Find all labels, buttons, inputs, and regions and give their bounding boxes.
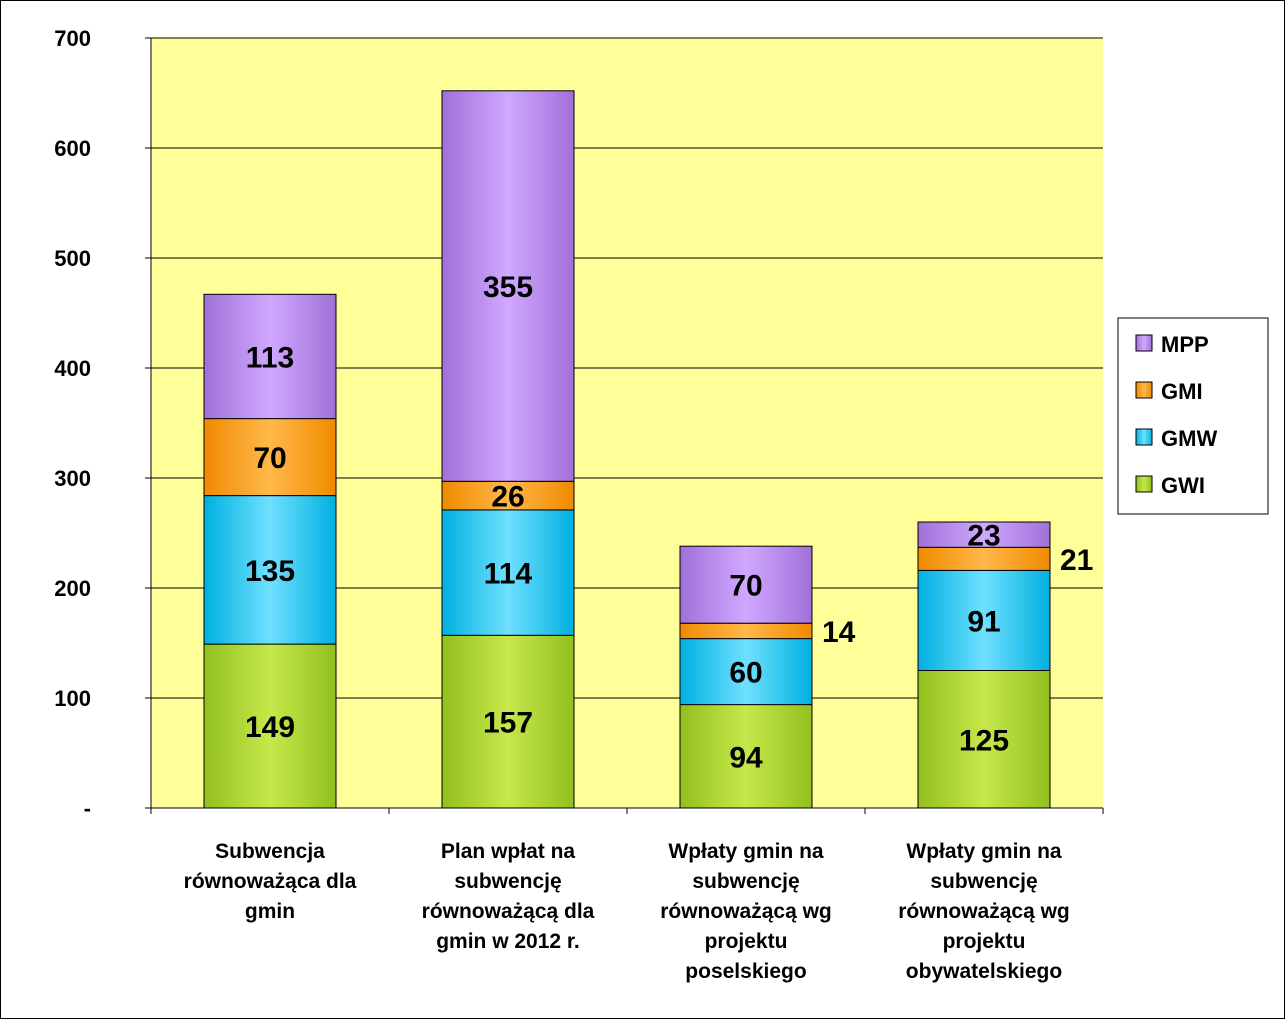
x-tick-label: projektu [943,930,1026,953]
x-tick-labels: Subwencja równoważąca dla gmin Plan wpłat n… [184,840,1070,983]
legend-label-gwi: GWI [1161,473,1205,498]
bars [203,90,1051,809]
data-label: 157 [483,707,533,740]
x-tick-label: Subwencja [215,840,325,863]
bar-segment-mpp [441,90,575,482]
data-label: 23 [967,520,1000,553]
bar-segment-mpp [679,545,813,624]
legend-label-gmw: GMW [1161,426,1217,451]
legend: MPP GMI GMW GWI [1117,317,1269,515]
bar-segment-gmw [917,569,1051,672]
x-tick-label: obywatelskiego [906,960,1062,983]
x-tick-label: subwencję [692,870,799,893]
data-label: 14 [822,616,856,649]
y-tick-label: 600 [54,136,91,161]
bar-segment-gwi [917,670,1051,809]
axes [145,37,1104,814]
y-tick-label: 200 [54,576,91,601]
x-tick-label: poselskiego [685,960,806,983]
data-label: 91 [967,605,1000,638]
bar-segment-gmw [203,495,337,645]
legend-swatch-mpp [1135,334,1153,352]
x-tick-label: subwencję [454,870,561,893]
bar-segment-gmw [441,509,575,636]
data-label: 125 [959,724,1009,757]
legend-swatch-gwi [1135,475,1153,493]
data-label: 60 [729,657,762,690]
bar-segment-mpp [917,521,1051,548]
bar-segment-mpp [203,293,337,420]
x-tick-label: równoważącą dla [422,900,595,923]
legend-swatch-gmi [1135,381,1153,399]
data-label: 113 [246,341,294,374]
y-tick-labels: - 100 200 300 400 500 600 700 [54,26,91,821]
x-tick-label: Wpłaty gmin na [668,840,823,863]
x-tick-label: gmin w 2012 r. [436,930,580,953]
legend-label-mpp: MPP [1161,332,1209,357]
data-label: 70 [729,570,762,603]
data-label: 26 [491,481,524,514]
x-tick-label: równoważącą wg [898,900,1070,923]
data-label: 135 [245,555,295,588]
bar-segment-gmi [679,622,813,640]
x-tick-label: równoważącą wg [660,900,832,923]
legend-swatch-gmw [1135,428,1153,446]
x-tick-label: Wpłaty gmin na [906,840,1061,863]
data-label: 94 [729,741,763,774]
legend-label-gmi: GMI [1161,379,1203,404]
y-tick-label: 400 [54,356,91,381]
y-tick-label: - [84,796,91,821]
y-tick-label: 100 [54,686,91,711]
bar-segment-gmi [203,418,337,497]
y-tick-label: 300 [54,466,91,491]
x-tick-label: Plan wpłat na [441,840,576,863]
y-tick-label: 700 [54,26,91,51]
bar-segment-gwi [441,634,575,809]
x-tick-label: gmin [245,900,295,923]
data-label: 70 [253,442,286,475]
bar-segment-gmi [441,480,575,511]
x-tick-label: subwencję [930,870,1037,893]
data-label: 114 [484,558,533,591]
x-tick-label: równoważąca dla [184,870,357,893]
data-label: 355 [483,271,533,304]
data-label: 149 [245,711,295,744]
data-labels: 149 135 70 113 157 114 26 355 94 60 14 70 125 91 21 23 [245,271,1093,774]
y-tick-label: 500 [54,246,91,271]
x-tick-label: projektu [705,930,788,953]
bar-segment-gwi [679,704,813,809]
bar-segment-gmw [679,638,813,706]
data-label: 21 [1060,544,1093,577]
